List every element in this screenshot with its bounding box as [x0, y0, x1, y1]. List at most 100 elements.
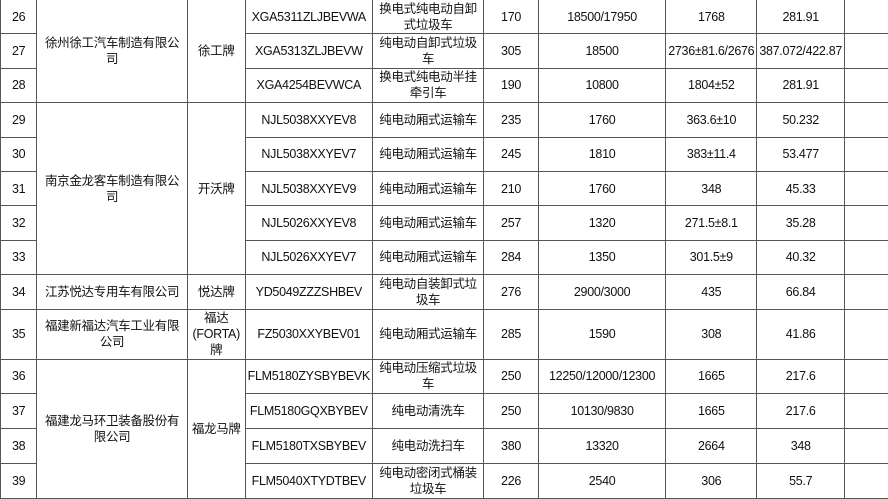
- empty-cell: [844, 170, 888, 207]
- vehicle-type: 纯电动自装卸式垃圾车: [371, 274, 485, 310]
- company-name: 福建新福达汽车工业有限公司: [36, 308, 188, 360]
- brand-name: 福达(FORTA)牌: [186, 308, 246, 360]
- value-cell: 235: [483, 102, 539, 138]
- vehicle-type: 换电式纯电动自卸式垃圾车: [371, 0, 485, 35]
- model-code: FLM5040XTYDTBEV: [244, 462, 373, 499]
- row-number: 37: [0, 393, 38, 430]
- table-row: 34 江苏悦达专用车有限公司 悦达牌 YD5049ZZZSHBEV 纯电动自装卸式垃圾车…: [0, 274, 888, 310]
- row-number: 35: [0, 308, 38, 360]
- empty-cell: [844, 205, 888, 241]
- value-cell: 217.6: [756, 393, 846, 430]
- value-cell: 387.072/422.87: [756, 33, 846, 69]
- value-cell: 170: [483, 0, 539, 35]
- row-number: 28: [0, 67, 38, 104]
- empty-cell: [844, 393, 888, 430]
- value-cell: 53.477: [756, 136, 846, 172]
- mass-value: 1810: [537, 136, 667, 172]
- value-cell: 435: [665, 274, 758, 310]
- value-cell: 50.232: [756, 102, 846, 138]
- brand-name: 福龙马牌: [186, 358, 246, 499]
- vehicle-type: 纯电动厢式运输车: [371, 102, 485, 138]
- value-cell: 2736±81.6/2676: [665, 33, 758, 69]
- table-row: 27 XGA5313ZLJBEVW 纯电动自卸式垃圾车 305 18500 2736±81…: [0, 33, 888, 69]
- empty-cell: [844, 0, 888, 35]
- vehicle-type: 纯电动厢式运输车: [371, 239, 485, 276]
- company-name: 江苏悦达专用车有限公司: [36, 274, 188, 310]
- row-number: 39: [0, 462, 38, 499]
- table-row: 37 FLM5180GQXBYBEV 纯电动清洗车 250 10130/9830 1665…: [0, 393, 888, 430]
- company-name: 南京金龙客车制造有限公司: [36, 102, 188, 276]
- value-cell: 348: [665, 170, 758, 207]
- vehicle-type: 纯电动压缩式垃圾车: [371, 358, 485, 395]
- empty-cell: [844, 308, 888, 360]
- table-row: 35 福建新福达汽车工业有限公司 福达(FORTA)牌 FZ5030XXYBEV01 纯…: [0, 308, 888, 360]
- value-cell: 305: [483, 33, 539, 69]
- model-code: XGA4254BEVWCA: [244, 67, 373, 104]
- value-cell: 2664: [665, 428, 758, 464]
- mass-value: 2900/3000: [537, 274, 667, 310]
- model-code: XGA5313ZLJBEVW: [244, 33, 373, 69]
- table-row: 39 FLM5040XTYDTBEV 纯电动密闭式桶装垃圾车 226 2540 306 55…: [0, 462, 888, 499]
- vehicle-type: 纯电动厢式运输车: [371, 170, 485, 207]
- empty-cell: [844, 67, 888, 104]
- mass-value: 1590: [537, 308, 667, 360]
- mass-value: 1320: [537, 205, 667, 241]
- value-cell: 276: [483, 274, 539, 310]
- vehicle-type: 纯电动厢式运输车: [371, 205, 485, 241]
- value-cell: 1768: [665, 0, 758, 35]
- mass-value: 12250/12000/12300: [537, 358, 667, 395]
- empty-cell: [844, 102, 888, 138]
- value-cell: 40.32: [756, 239, 846, 276]
- value-cell: 1665: [665, 393, 758, 430]
- value-cell: 281.91: [756, 67, 846, 104]
- value-cell: 271.5±8.1: [665, 205, 758, 241]
- table-row: 32 NJL5026XXYEV8 纯电动厢式运输车 257 1320 271.5±8.1 3…: [0, 205, 888, 241]
- model-code: NJL5038XXYEV9: [244, 170, 373, 207]
- row-number: 36: [0, 358, 38, 395]
- value-cell: 226: [483, 462, 539, 499]
- value-cell: 257: [483, 205, 539, 241]
- row-number: 38: [0, 428, 38, 464]
- empty-cell: [844, 428, 888, 464]
- mass-value: 10800: [537, 67, 667, 104]
- mass-value: 13320: [537, 428, 667, 464]
- table-row: 28 XGA4254BEVWCA 换电式纯电动半挂牵引车 190 10800 1804±5…: [0, 67, 888, 104]
- vehicle-type: 换电式纯电动半挂牵引车: [371, 67, 485, 104]
- value-cell: 45.33: [756, 170, 846, 207]
- empty-cell: [844, 274, 888, 310]
- value-cell: 190: [483, 67, 539, 104]
- value-cell: 250: [483, 358, 539, 395]
- value-cell: 306: [665, 462, 758, 499]
- brand-name: 开沃牌: [186, 102, 246, 276]
- row-number: 26: [0, 0, 38, 35]
- mass-value: 18500: [537, 33, 667, 69]
- row-number: 27: [0, 33, 38, 69]
- value-cell: 301.5±9: [665, 239, 758, 276]
- company-name: 福建龙马环卫装备股份有限公司: [36, 358, 188, 499]
- empty-cell: [844, 462, 888, 499]
- value-cell: 66.84: [756, 274, 846, 310]
- model-code: NJL5026XXYEV8: [244, 205, 373, 241]
- value-cell: 284: [483, 239, 539, 276]
- value-cell: 41.86: [756, 308, 846, 360]
- empty-cell: [844, 136, 888, 172]
- vehicle-type: 纯电动密闭式桶装垃圾车: [371, 462, 485, 499]
- vehicle-type: 纯电动厢式运输车: [371, 308, 485, 360]
- mass-value: 2540: [537, 462, 667, 499]
- mass-value: 18500/17950: [537, 0, 667, 35]
- table-row: 36 福建龙马环卫装备股份有限公司 福龙马牌 FLM5180ZYSBYBEVK 纯电动压…: [0, 358, 888, 499]
- value-cell: 363.6±10: [665, 102, 758, 138]
- value-cell: 281.91: [756, 0, 846, 35]
- mass-value: 1760: [537, 102, 667, 138]
- row-number: 32: [0, 205, 38, 241]
- value-cell: 217.6: [756, 358, 846, 395]
- mass-value: 10130/9830: [537, 393, 667, 430]
- model-code: FLM5180TXSBYBEV: [244, 428, 373, 464]
- table-row: 29 南京金龙客车制造有限公司 开沃牌 NJL5038XXYEV8 纯电动厢式运输车 23…: [0, 102, 888, 276]
- brand-name: 徐工牌: [186, 0, 246, 104]
- row-number: 31: [0, 170, 38, 207]
- row-number: 34: [0, 274, 38, 310]
- empty-cell: [844, 33, 888, 69]
- model-code: NJL5026XXYEV7: [244, 239, 373, 276]
